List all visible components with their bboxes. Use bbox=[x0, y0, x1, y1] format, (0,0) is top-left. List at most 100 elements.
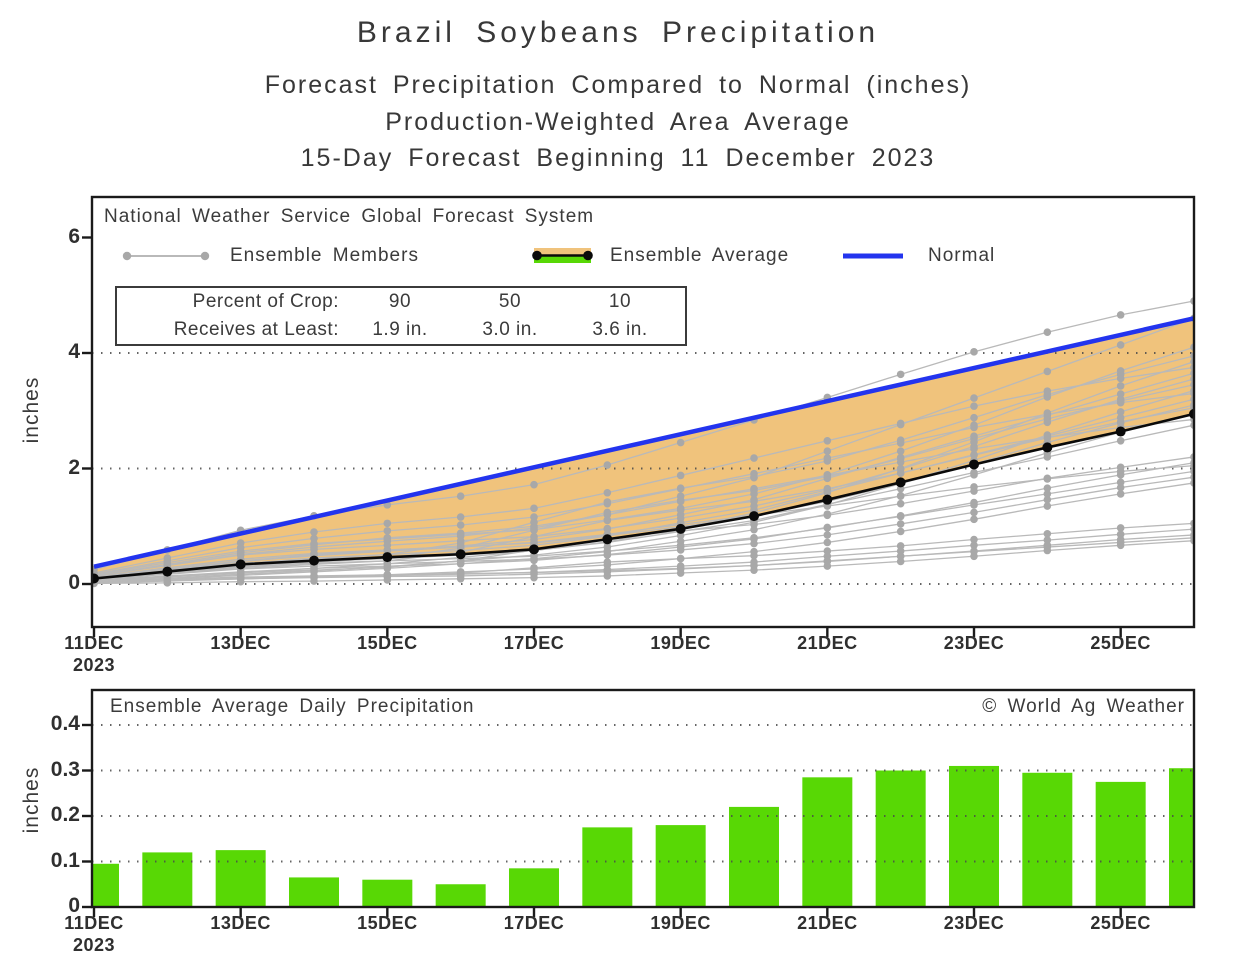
daily-precip-bar bbox=[142, 852, 193, 907]
ensemble-member-dot bbox=[1116, 390, 1125, 398]
ensemble-member-dot bbox=[896, 464, 905, 473]
ensemble-average-dot bbox=[309, 555, 319, 566]
legend-ensemble-members-label: Ensemble Members bbox=[230, 245, 419, 266]
ensemble-average-dot bbox=[92, 573, 99, 584]
top-x-tick-label: 25DEC bbox=[1090, 633, 1151, 653]
ensemble-member-dot bbox=[530, 524, 538, 532]
ensemble-member-dot bbox=[530, 565, 538, 573]
legend-average-swatch-dot bbox=[532, 250, 542, 261]
daily-precip-bar bbox=[1169, 768, 1194, 907]
ensemble-member-dot bbox=[970, 508, 978, 517]
ensemble-member-dot bbox=[1043, 543, 1052, 551]
ensemble-member-dot bbox=[676, 504, 685, 513]
ensemble-member-dot bbox=[383, 527, 392, 535]
ensemble-member-dot bbox=[310, 543, 318, 551]
ensemble-member-dot bbox=[970, 413, 978, 422]
bottom-x-tick-label: 21DEC bbox=[797, 913, 858, 933]
ensemble-member-line bbox=[93, 413, 1194, 583]
ensemble-member-dot bbox=[896, 520, 905, 528]
ensemble-member-line bbox=[93, 418, 1194, 577]
ensemble-member-dot bbox=[1116, 436, 1125, 445]
bottom-x-tick-label: 25DEC bbox=[1090, 913, 1151, 933]
ensemble-member-line bbox=[93, 378, 1194, 577]
ensemble-member-dot bbox=[896, 552, 905, 561]
ensemble-member-dot bbox=[750, 473, 758, 482]
ensemble-member-line bbox=[93, 384, 1194, 581]
top-x-tick-label: 21DEC bbox=[797, 633, 858, 653]
ensemble-member-dot bbox=[456, 513, 465, 521]
ensemble-member-line bbox=[93, 317, 1194, 577]
ensemble-member-dot bbox=[896, 512, 905, 520]
ensemble-member-line bbox=[93, 346, 1194, 576]
ensemble-member-dot bbox=[750, 525, 758, 534]
ensemble-member-dot bbox=[236, 569, 245, 577]
bottom-x-tick-label: 15DEC bbox=[357, 913, 418, 933]
daily-precip-bar bbox=[435, 884, 486, 907]
ensemble-member-dot bbox=[383, 519, 392, 528]
top-x-year-label: 2023 bbox=[72, 655, 116, 675]
ensemble-member-dot bbox=[530, 504, 538, 513]
ensemble-member-dot bbox=[823, 471, 832, 479]
stats-percent-50: 50 bbox=[498, 291, 522, 312]
ensemble-member-dot bbox=[970, 498, 978, 507]
ensemble-member-dot bbox=[310, 564, 318, 573]
ensemble-member-dot bbox=[750, 490, 758, 498]
ensemble-member-dot bbox=[676, 484, 685, 492]
top-x-tick-label: 17DEC bbox=[503, 633, 565, 653]
bottom-y-tick-label: 0.3 bbox=[50, 757, 80, 781]
ensemble-member-dot bbox=[676, 471, 685, 480]
top-y-axis-title: inches bbox=[20, 376, 43, 444]
ensemble-member-dot bbox=[383, 570, 392, 579]
ensemble-member-dot bbox=[1043, 474, 1052, 483]
ensemble-member-dot bbox=[823, 538, 832, 547]
ensemble-average-dot bbox=[675, 523, 686, 534]
top-x-tick-label: 11DEC bbox=[64, 633, 124, 653]
ensemble-average-dot bbox=[895, 477, 906, 488]
bottom-y-tick-label: 0.2 bbox=[50, 803, 80, 826]
legend-source-text: National Weather Service Global Forecast… bbox=[104, 206, 595, 227]
ensemble-member-dot bbox=[310, 573, 318, 581]
figure-subtitle-2: Production-Weighted Area Average bbox=[385, 108, 851, 136]
legend-swatches bbox=[122, 248, 903, 263]
ensemble-member-dot bbox=[896, 453, 905, 462]
ensemble-member-dot bbox=[1043, 393, 1052, 401]
ensemble-member-dot bbox=[896, 499, 905, 508]
ensemble-member-dot bbox=[970, 394, 978, 402]
legend-normal-label: Normal bbox=[928, 245, 996, 266]
ensemble-member-dot bbox=[603, 516, 612, 524]
ensemble-member-dot bbox=[676, 531, 685, 540]
ensemble-member-dot bbox=[676, 492, 685, 501]
legend-ensemble-average-label: Ensemble Average bbox=[610, 245, 790, 266]
ensemble-member-dot bbox=[676, 537, 685, 546]
daily-precip-bar bbox=[729, 806, 779, 907]
ensemble-member-dot bbox=[1116, 367, 1125, 375]
ensemble-member-dot bbox=[823, 447, 832, 455]
bottom-x-tick-label: 11DEC bbox=[64, 913, 124, 933]
ensemble-average-dot bbox=[602, 534, 613, 545]
ensemble-member-dot bbox=[896, 420, 905, 429]
ensemble-member-dot bbox=[970, 348, 978, 356]
ensemble-member-dot bbox=[310, 534, 318, 543]
legend-average-swatch-orange bbox=[534, 248, 591, 256]
ensemble-member-dot bbox=[603, 461, 612, 469]
ensemble-member-dot bbox=[823, 547, 832, 555]
daily-precip-bar bbox=[289, 877, 339, 907]
daily-precip-bar bbox=[875, 770, 926, 907]
ensemble-member-dot bbox=[1116, 483, 1125, 492]
ensemble-member-dot bbox=[456, 492, 465, 501]
ensemble-member-dot bbox=[970, 535, 978, 544]
ensemble-member-dot bbox=[1043, 431, 1052, 439]
top-x-tick-label: 19DEC bbox=[650, 633, 711, 653]
ensemble-member-dot bbox=[750, 502, 758, 510]
bottom-x-tick-label: 13DEC bbox=[210, 913, 271, 933]
ensemble-member-dot bbox=[896, 447, 905, 455]
ensemble-member-line bbox=[93, 482, 1194, 584]
top-y-tick-label: 4 bbox=[68, 340, 80, 363]
ensemble-member-dot bbox=[1043, 484, 1052, 492]
ensemble-member-dot bbox=[823, 488, 832, 497]
ensemble-member-dot bbox=[456, 539, 465, 547]
ensemble-member-dot bbox=[603, 498, 612, 506]
ensemble-member-dot bbox=[1043, 502, 1052, 510]
ensemble-member-line bbox=[93, 372, 1194, 579]
